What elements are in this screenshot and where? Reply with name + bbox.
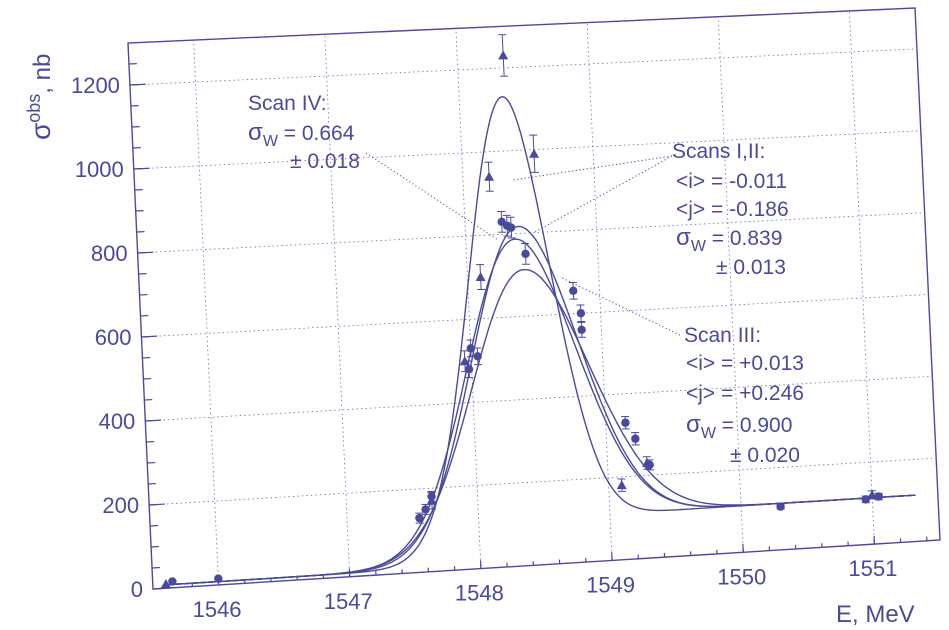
x-tick-label: 1547	[324, 589, 373, 614]
y-tick-label: 0	[131, 577, 143, 602]
point-triangle	[484, 171, 495, 181]
annotation-scans12: Scans I,II: <i> = -0.011 <j> = -0.186 σW…	[672, 140, 789, 279]
point-triangle	[475, 272, 486, 282]
scan4-sigma: σW = 0.664	[248, 119, 355, 150]
data-points	[160, 34, 883, 588]
grid-line-y	[141, 294, 929, 338]
point-circle	[874, 492, 883, 501]
point-circle	[861, 495, 870, 504]
scan4-error: ± 0.018	[290, 150, 360, 173]
annotation-leaders	[365, 152, 681, 336]
point-circle	[506, 223, 516, 232]
grid-line-y	[137, 212, 925, 254]
grid-line-x	[324, 34, 351, 577]
x-tick-label: 1550	[717, 564, 766, 589]
point-circle	[776, 502, 785, 511]
scan3-error: ± 0.020	[730, 444, 800, 467]
x-tick-label: 1549	[586, 572, 635, 597]
x-tick-label: 1551	[848, 556, 897, 581]
fit-curve	[163, 225, 916, 586]
y-tick-label: 1200	[71, 73, 120, 98]
scans12-error: ± 0.013	[716, 256, 786, 279]
point-circle	[521, 249, 530, 259]
scan3-sigma: σW = 0.900	[686, 411, 792, 442]
point-circle	[473, 352, 482, 361]
grid-line-y	[133, 130, 921, 170]
point-circle	[464, 365, 474, 374]
grid-line-x	[717, 16, 744, 553]
fit-curves	[163, 96, 916, 586]
grid-line-x	[193, 40, 219, 585]
x-tick-label: 1546	[193, 597, 242, 622]
point-circle	[466, 344, 475, 353]
scan3-j: <j> = +0.246	[686, 382, 804, 405]
point-triangle	[160, 578, 171, 588]
y-tick-label: 800	[91, 241, 128, 266]
y-tick-label: 1000	[75, 157, 124, 182]
annotation-scan3: Scan III: <i> = +0.013 <j> = +0.246 σW =…	[684, 324, 804, 467]
x-tick-label: 1548	[455, 581, 504, 606]
y-axis-label: σobs, nb	[24, 54, 56, 140]
leader-scan4	[365, 152, 499, 241]
point-triangle	[616, 480, 627, 490]
point-triangle	[529, 148, 540, 158]
point-circle	[621, 418, 630, 427]
point-circle	[569, 286, 578, 296]
leader-scans12-a	[534, 155, 673, 233]
y-tick-label: 400	[99, 409, 136, 434]
axis-ticks: 1546 1547 1548 1549 1550 1551 0 200 400 600 800 100…	[71, 63, 928, 622]
point-circle	[577, 325, 586, 335]
point-circle	[421, 505, 430, 514]
point-circle	[168, 577, 177, 586]
scans12-i: <i> = -0.011	[676, 170, 787, 193]
point-circle	[645, 460, 654, 470]
leader-scans12-b	[512, 155, 673, 181]
scans12-title: Scans I,II:	[672, 140, 765, 163]
scans12-sigma: σW = 0.839	[676, 224, 782, 255]
grid-line-x	[455, 28, 482, 569]
fit-curve	[163, 268, 916, 586]
y-tick-label: 200	[102, 493, 139, 518]
point-triangle	[498, 50, 509, 60]
scans12-j: <j> = -0.186	[676, 198, 789, 221]
grid-line-x	[849, 10, 875, 545]
fit-curve	[163, 238, 916, 586]
point-circle	[576, 309, 586, 318]
grid-line-x	[586, 22, 613, 561]
grid-line-y	[129, 48, 917, 86]
y-tick-label: 600	[95, 325, 132, 350]
point-circle	[427, 492, 436, 501]
plot-frame	[127, 7, 941, 590]
leader-scan3	[559, 276, 681, 336]
scan4-title: Scan IV:	[248, 92, 327, 115]
grid-line-y	[149, 457, 937, 506]
x-axis-label: E, MeV	[836, 601, 915, 628]
fit-curve	[163, 96, 916, 586]
grid-lines	[129, 10, 937, 585]
grid-line-y	[145, 375, 933, 422]
point-circle	[415, 513, 424, 523]
scan3-title: Scan III:	[684, 324, 761, 347]
point-circle	[631, 434, 640, 443]
annotation-scan4: Scan IV: σW = 0.664 ± 0.018	[248, 92, 360, 173]
scan3-i: <i> = +0.013	[686, 352, 804, 375]
